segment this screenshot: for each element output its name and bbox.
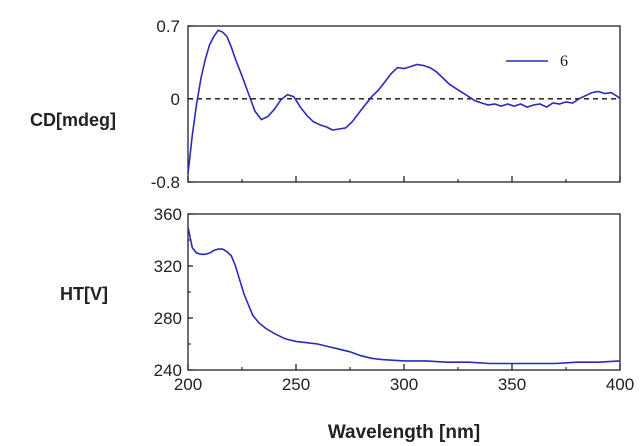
ht-x-tick-label: 200 [174,375,202,394]
ht-x-tick-labels: 200 250 300 350 400 [174,375,634,394]
ht-y-axis-label: HT[V] [60,284,108,304]
cd-panel: 0.7 0 -0.8 CD[mdeg] 6 [30,17,621,192]
cd-series-line [187,29,621,174]
ht-x-tick-label: 300 [390,375,418,394]
ht-tick-marks [187,213,621,371]
cd-y-tick-labels: 0.7 0 -0.8 [151,17,180,192]
ht-panel: 360 320 280 240 200 250 300 350 400 HT[V] Wavel… [60,205,634,443]
legend-label-6: 6 [560,53,568,70]
ht-x-tick-label: 400 [606,375,634,394]
ht-series-line [187,226,621,365]
cd-tick-marks [187,25,621,183]
ht-x-tick-label: 250 [282,375,310,394]
ht-y-tick-label: 280 [154,309,182,328]
cd-y-tick-label: -0.8 [151,173,180,192]
ht-plot-frame [187,213,621,371]
cd-y-axis-label: CD[mdeg] [30,110,116,130]
x-axis-label: Wavelength [nm] [328,422,480,443]
cd-y-tick-label: 0.7 [156,17,180,36]
ht-y-tick-label: 360 [154,205,182,224]
ht-y-tick-labels: 360 320 280 240 [154,205,182,380]
ht-y-tick-label: 240 [154,361,182,380]
ht-y-tick-label: 320 [154,257,182,276]
cd-y-tick-label: 0 [171,90,180,109]
legend: 6 [506,53,568,70]
ht-x-tick-label: 350 [498,375,526,394]
